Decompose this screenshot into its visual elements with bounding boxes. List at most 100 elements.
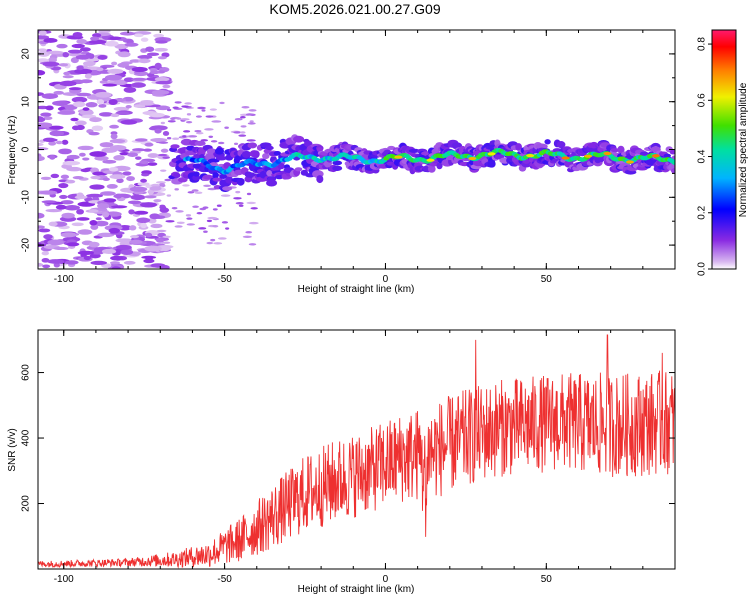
spectrogram-cell <box>160 148 169 153</box>
spectrogram-cell <box>136 217 151 224</box>
spectrogram-cell <box>149 112 165 118</box>
spectrogram-cell <box>40 176 52 181</box>
spectrogram-cell <box>214 147 225 155</box>
spectrogram-cell <box>210 238 216 242</box>
spectrogram-cell <box>137 55 153 60</box>
spectrogram-cell <box>174 188 179 191</box>
spectrogram-cell <box>175 210 184 213</box>
spectrogram-cell <box>76 38 88 44</box>
spectrogram-cell <box>90 260 108 266</box>
colorbar-label: Normalized spectral amplitude <box>738 82 749 217</box>
spectrogram-cell <box>102 83 118 87</box>
spectrogram-cell <box>173 172 181 178</box>
spectrogram-cell <box>165 220 175 223</box>
spectrogram-cell <box>115 244 132 250</box>
spectrogram-cell <box>150 263 166 268</box>
spectrogram-cell <box>122 171 132 176</box>
spectrogram-cell <box>273 150 281 156</box>
spectrogram-cell <box>109 124 119 129</box>
spectrogram-cell <box>82 157 90 161</box>
spectrogram-cell <box>238 134 247 137</box>
spectrogram-cell <box>110 133 118 140</box>
spectrogram-cell <box>100 191 116 196</box>
spectrogram-cell <box>204 128 214 131</box>
snr-series-line <box>38 334 675 569</box>
spectrogram-cell <box>43 234 53 240</box>
spectrogram-cell <box>222 186 233 191</box>
spectrogram-cell <box>184 102 192 105</box>
spectrogram-cell <box>651 154 660 158</box>
spectrogram-cell <box>127 152 139 157</box>
spectrogram-cell <box>192 174 201 181</box>
colorbar-tick-label: 0.0 <box>697 262 708 276</box>
spectrogram-cell <box>49 130 65 137</box>
spectrogram-cell <box>187 191 195 194</box>
spectrogram-cell <box>610 148 620 153</box>
spectrogram-cell <box>72 31 83 38</box>
spectrogram-cell <box>47 239 64 246</box>
spectrogram-cell <box>38 155 45 162</box>
spectrogram-cell <box>215 155 227 161</box>
spectrogram-cell <box>97 202 110 209</box>
spectrogram-cell <box>202 206 209 209</box>
spectrogram-cell <box>139 101 155 106</box>
spectrogram-cell <box>89 253 101 259</box>
spectrogram-xtick-label: -100 <box>54 274 74 285</box>
spectrogram-ytick-label: -10 <box>21 190 32 205</box>
colorbar-gradient <box>712 30 736 269</box>
spectrogram-cell <box>182 184 190 187</box>
spectrogram-cell <box>90 224 99 230</box>
spectrogram-cell <box>143 148 153 152</box>
spectrogram-cell <box>218 141 225 145</box>
spectrogram-cell <box>140 37 149 42</box>
spectrogram-cell <box>212 208 218 211</box>
spectrogram-cell <box>123 77 135 83</box>
spectrogram-cell <box>669 149 675 155</box>
spectrogram-cell <box>97 55 108 60</box>
spectrogram-cell <box>137 182 150 186</box>
spectrogram-cell <box>96 67 104 72</box>
spectrogram-cell <box>166 108 172 112</box>
spectrogram-cell <box>671 160 675 165</box>
spectrogram-cell <box>162 156 170 159</box>
spectrogram-cell <box>197 106 206 110</box>
spectrogram-cell <box>217 237 227 240</box>
spectrogram-cell <box>95 217 102 221</box>
spectrogram-cell <box>132 148 145 152</box>
spectrogram-cell <box>205 115 214 118</box>
spectrogram-cell <box>114 79 128 86</box>
spectrogram-cell <box>176 117 182 120</box>
spectrogram-cell <box>38 262 44 267</box>
spectrogram-cell <box>38 48 48 52</box>
spectrogram-cell <box>617 145 625 154</box>
spectrogram-cell <box>216 204 222 207</box>
spectrogram-cell <box>150 137 168 143</box>
spectrogram-cell <box>76 192 84 198</box>
snr-line <box>38 334 675 569</box>
spectrogram-cell <box>219 101 225 105</box>
snr-xtick-label: -100 <box>54 574 74 585</box>
spectrogram-cell <box>156 238 165 243</box>
spectrogram-cell <box>130 82 146 88</box>
spectrogram-cell <box>147 153 159 158</box>
spectrogram-cell <box>71 96 88 103</box>
spectrogram-cell <box>101 248 117 254</box>
spectrogram-cell <box>160 121 165 125</box>
spectrogram-cell <box>115 111 130 115</box>
spectrogram-cell <box>265 145 274 151</box>
spectrogram-cell <box>103 198 117 203</box>
spectrogram-cell <box>139 202 158 208</box>
spectrogram-ytick-label: -20 <box>21 237 32 252</box>
spectrogram-cell <box>117 62 130 68</box>
spectrogram-cell <box>187 135 198 138</box>
spectrogram-cell <box>234 118 243 121</box>
spectrogram-cell <box>79 79 93 84</box>
snr-xtick-label: 50 <box>541 574 553 585</box>
spectrogram-cell <box>71 222 84 227</box>
spectrogram-cell <box>61 212 75 219</box>
spectrogram-cell <box>248 221 259 225</box>
spectrogram-cell <box>57 110 76 115</box>
snr-ytick-label: 600 <box>21 364 32 381</box>
